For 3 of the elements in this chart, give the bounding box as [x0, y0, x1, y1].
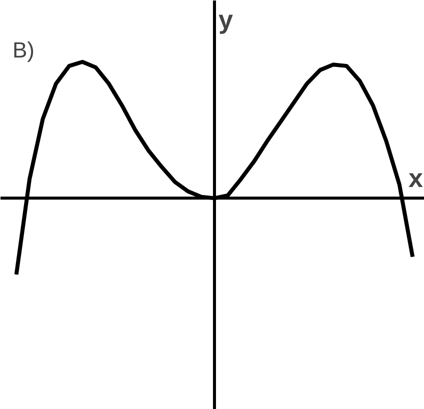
y-axis-title: y [218, 4, 234, 34]
x-axis-title: x [408, 163, 424, 194]
chart-title: B) [12, 38, 34, 62]
